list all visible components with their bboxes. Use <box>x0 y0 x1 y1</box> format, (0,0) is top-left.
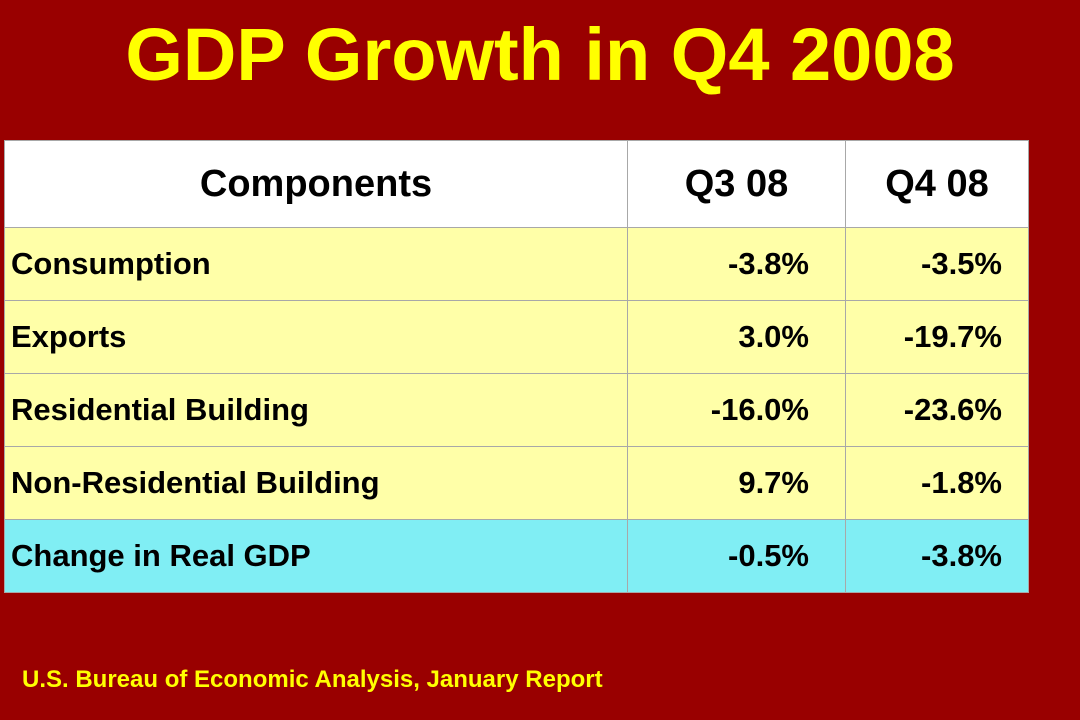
component-cell: Change in Real GDP <box>4 519 628 593</box>
header-q4-08: Q4 08 <box>845 140 1029 228</box>
table-row: Exports 3.0% -19.7% <box>4 300 1029 374</box>
header-q3-08: Q3 08 <box>627 140 846 228</box>
component-cell: Exports <box>4 300 628 374</box>
source-note: U.S. Bureau of Economic Analysis, Januar… <box>22 666 603 693</box>
header-components: Components <box>4 140 628 228</box>
table-row: Residential Building -16.0% -23.6% <box>4 373 1029 447</box>
table-header-row: Components Q3 08 Q4 08 <box>4 140 1029 228</box>
q4-value-cell: -19.7% <box>845 300 1029 374</box>
table-row: Non-Residential Building 9.7% -1.8% <box>4 446 1029 520</box>
q4-value-cell: -3.8% <box>845 519 1029 593</box>
q3-value-cell: -0.5% <box>627 519 846 593</box>
q4-value-cell: -23.6% <box>845 373 1029 447</box>
gdp-table: Components Q3 08 Q4 08 Consumption -3.8%… <box>4 140 1029 593</box>
component-cell: Residential Building <box>4 373 628 447</box>
q3-value-cell: -3.8% <box>627 227 846 301</box>
slide-title: GDP Growth in Q4 2008 <box>125 13 955 96</box>
q3-value-cell: 9.7% <box>627 446 846 520</box>
q3-value-cell: 3.0% <box>627 300 846 374</box>
component-cell: Non-Residential Building <box>4 446 628 520</box>
component-cell: Consumption <box>4 227 628 301</box>
table-row: Consumption -3.8% -3.5% <box>4 227 1029 301</box>
q4-value-cell: -1.8% <box>845 446 1029 520</box>
q4-value-cell: -3.5% <box>845 227 1029 301</box>
total-row: Change in Real GDP -0.5% -3.8% <box>4 519 1029 593</box>
q3-value-cell: -16.0% <box>627 373 846 447</box>
